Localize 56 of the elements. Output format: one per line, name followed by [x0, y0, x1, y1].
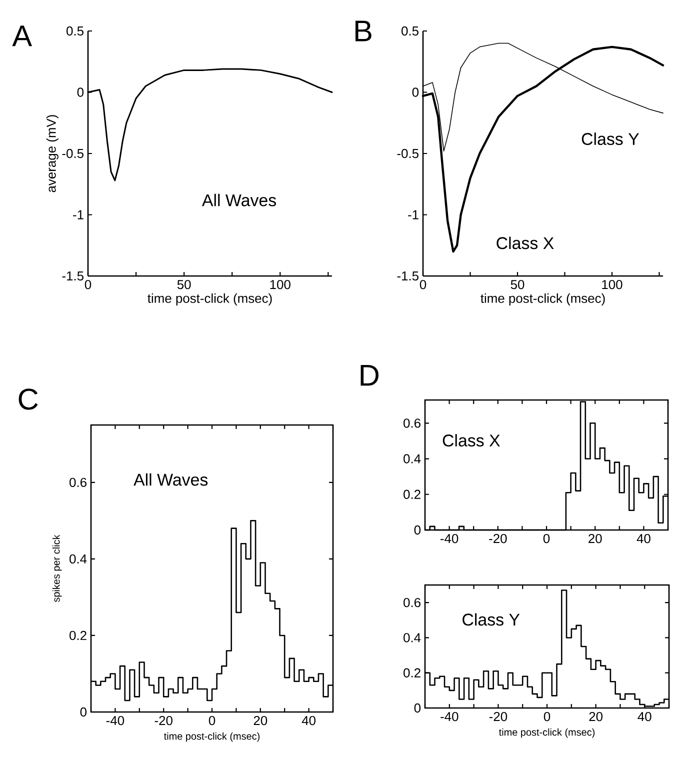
y-axis-title: average (mV)	[46, 115, 58, 192]
y-tick-label: -1.5	[62, 271, 84, 281]
x-axis-title: time post-click (msec)	[164, 732, 260, 742]
x-tick-label: 40	[638, 712, 652, 722]
text: D	[360, 365, 378, 386]
x-tick-label: 40	[302, 716, 316, 726]
x-axis-title: time post-click (msec)	[480, 293, 605, 306]
x-tick-label: -40	[106, 716, 124, 726]
text: A	[12, 26, 32, 46]
annotation: Class Y	[462, 613, 520, 626]
x-tick-label: -20	[489, 712, 508, 722]
y-tick-label: 0.4	[404, 454, 421, 464]
annotation: All Waves	[134, 473, 208, 486]
x-tick-label: 20	[589, 712, 603, 722]
x-tick-label: 0	[543, 534, 550, 544]
y-tick-label: 0.5	[402, 26, 418, 36]
annotation: All Waves	[202, 194, 276, 206]
text: Class X	[496, 236, 554, 250]
x-tick-label: -40	[440, 534, 458, 544]
x-tick-label: 20	[588, 534, 602, 544]
y-tick-label: 0	[414, 525, 421, 535]
x-axis-title: time post-click (msec)	[148, 293, 272, 306]
x-tick-label: 50	[510, 280, 524, 290]
y-tick-label: -0.5	[397, 148, 418, 158]
x-tick-label: 40	[636, 534, 650, 544]
x-tick-label: 0	[544, 712, 550, 722]
x-tick-label: 100	[602, 280, 622, 290]
y-tick-label: 0	[414, 703, 421, 713]
y-tick-label: 0.5	[66, 26, 84, 36]
y-tick-label: 0	[77, 88, 84, 97]
x-axis-title: time post-click (msec)	[499, 728, 595, 738]
y-tick-label: 0.4	[70, 554, 87, 564]
text: B	[355, 20, 372, 42]
series-label: Class Y	[582, 132, 639, 146]
y-tick-label: -1	[408, 210, 418, 220]
y-tick-label: -1	[73, 210, 84, 220]
y-tick-label: -1.5	[397, 271, 418, 281]
y-axis-title: spikes per click	[52, 534, 62, 602]
x-tick-label: 100	[270, 280, 290, 290]
y-tick-label: 0.2	[404, 490, 420, 499]
y-tick-label: 0.2	[70, 630, 86, 640]
x-tick-label: 50	[177, 280, 191, 290]
x-tick-label: 0	[208, 716, 216, 726]
y-tick-label: 0.4	[404, 633, 421, 642]
x-tick-label: -20	[489, 534, 507, 544]
y-tick-label: 0	[412, 88, 419, 97]
annotation: Class X	[442, 434, 500, 447]
y-tick-label: 0.6	[70, 478, 86, 487]
x-tick-label: -20	[154, 716, 172, 726]
y-tick-label: 0.2	[404, 668, 420, 678]
y-tick-label: 0.6	[404, 418, 420, 428]
x-tick-label: 20	[254, 716, 268, 726]
y-tick-label: -0.5	[62, 148, 84, 158]
x-tick-label: -40	[440, 712, 458, 722]
text: C	[18, 388, 38, 410]
y-tick-label: 0.6	[404, 598, 420, 608]
